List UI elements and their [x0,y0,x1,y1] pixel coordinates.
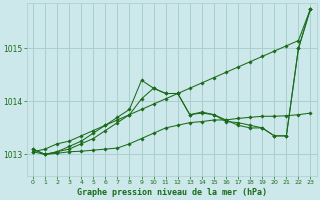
X-axis label: Graphe pression niveau de la mer (hPa): Graphe pression niveau de la mer (hPa) [77,188,267,197]
